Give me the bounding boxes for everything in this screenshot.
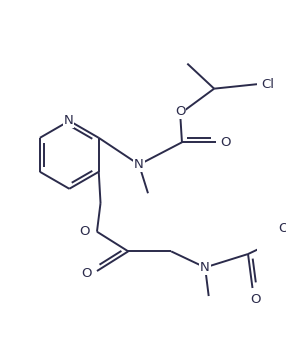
- Text: N: N: [200, 261, 210, 274]
- Text: O: O: [81, 267, 92, 280]
- Text: O: O: [175, 105, 185, 119]
- Text: N: N: [134, 158, 144, 171]
- Text: N: N: [63, 114, 73, 127]
- Text: Cl: Cl: [261, 78, 274, 91]
- Text: O: O: [279, 222, 286, 235]
- Text: O: O: [79, 225, 90, 238]
- Text: O: O: [221, 136, 231, 149]
- Text: O: O: [250, 293, 261, 306]
